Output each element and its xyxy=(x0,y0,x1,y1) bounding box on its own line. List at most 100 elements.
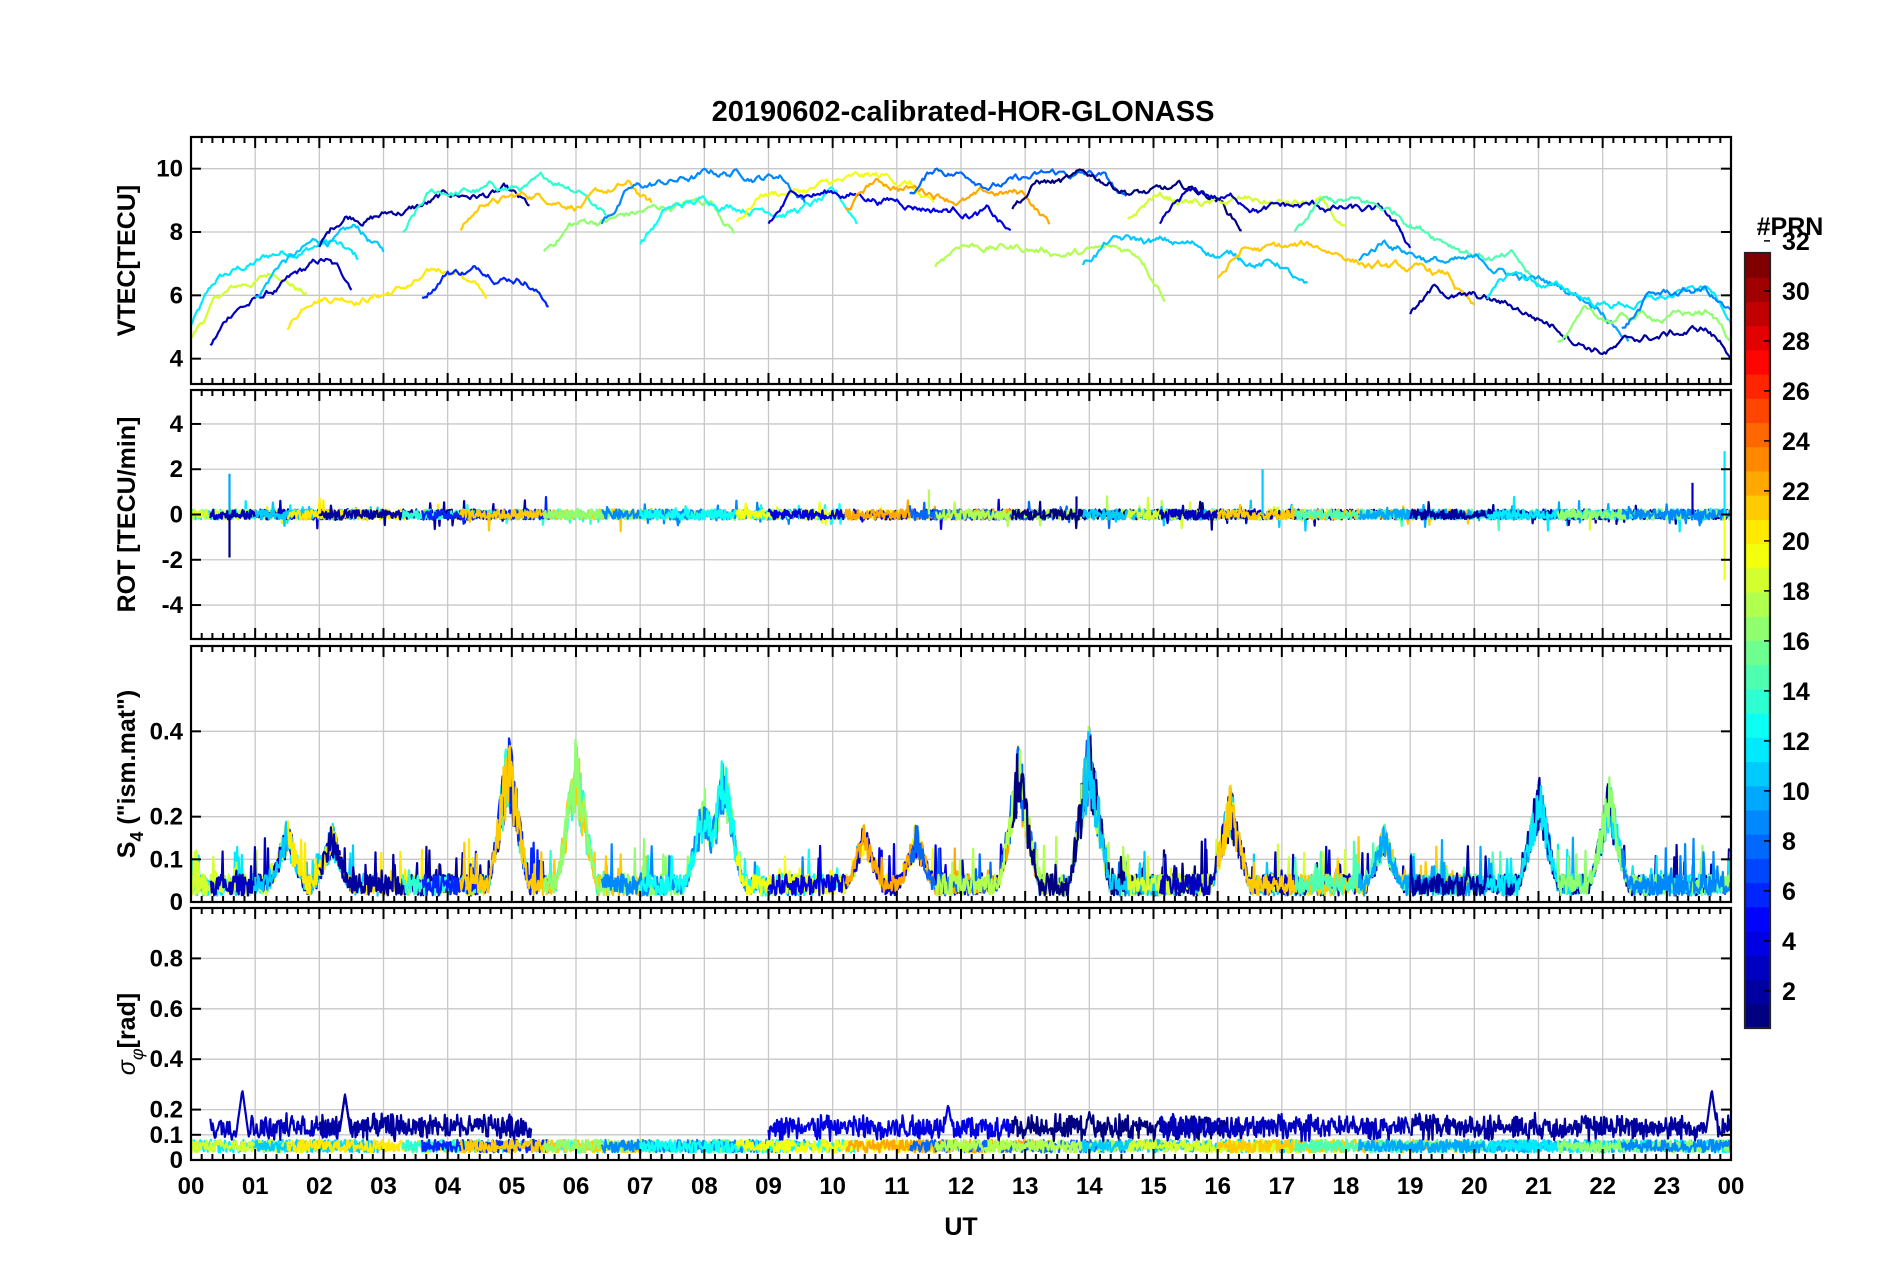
x-tick-label: 07 xyxy=(627,1173,654,1200)
panel-rot-ytick-label: -2 xyxy=(162,547,183,574)
series-line-prn-1 xyxy=(1011,168,1242,232)
colorbar-segment xyxy=(1745,834,1770,859)
colorbar-tick-label: 26 xyxy=(1782,378,1810,406)
colorbar-tick-label: 22 xyxy=(1782,478,1810,506)
colorbar-tick-label: 14 xyxy=(1782,678,1810,706)
x-tick-label: 00 xyxy=(1718,1173,1745,1200)
x-tick-label: 01 xyxy=(242,1173,269,1200)
colorbar-segment xyxy=(1745,398,1770,424)
colorbar-segment xyxy=(1745,422,1770,448)
x-tick-label: 06 xyxy=(563,1173,590,1200)
panel-sigma: 00.10.2 0.4 0.6 0.8σφ[rad] xyxy=(113,906,1733,1174)
series-line-prn-9 xyxy=(1620,837,1731,897)
panel-vtec-series xyxy=(191,167,1731,361)
colorbar-segment xyxy=(1745,277,1770,302)
colorbar-tick-label: 10 xyxy=(1782,778,1810,806)
panel-vtec-ylabel: VTEC[TECU] xyxy=(113,185,141,336)
panel-sigma-ytick-label: 0.1 xyxy=(150,1122,183,1149)
series-line-prn-3 xyxy=(209,257,353,347)
colorbar-segment xyxy=(1745,906,1770,932)
x-axis-label: UT xyxy=(944,1213,977,1241)
series-line-prn-3 xyxy=(1158,186,1412,249)
colorbar-segment xyxy=(1745,931,1770,956)
colorbar-tick-label: 2 xyxy=(1782,978,1796,1006)
x-tick-label: 19 xyxy=(1397,1173,1424,1200)
x-tick-label: 14 xyxy=(1076,1173,1103,1200)
x-tick-label: 12 xyxy=(948,1173,975,1200)
panel-s4-series xyxy=(191,725,1731,897)
colorbar-segment xyxy=(1745,325,1770,351)
colorbar-tick-label: 16 xyxy=(1782,628,1810,656)
x-tick-label: 15 xyxy=(1140,1173,1167,1200)
x-tick-label: 17 xyxy=(1268,1173,1295,1200)
series-line-prn-2 xyxy=(318,1095,533,1143)
colorbar-segment xyxy=(1745,882,1770,908)
colorbar-segment xyxy=(1745,495,1770,520)
panel-s4-ylabel: S4 ("ism.mat") xyxy=(113,690,147,859)
colorbar-segment xyxy=(1745,616,1770,641)
colorbar-tick-label: 8 xyxy=(1782,828,1796,856)
panel-s4-ytick-label: 0.4 xyxy=(150,718,184,745)
colorbar-tick-label: 32 xyxy=(1782,228,1810,256)
colorbar-segment xyxy=(1745,664,1770,690)
x-tick-label: 04 xyxy=(434,1173,461,1200)
series-line-prn-15 xyxy=(1293,195,1540,288)
panel-rot-ytick-label: 0 xyxy=(170,502,183,529)
colorbar-tick-label: 28 xyxy=(1782,328,1810,356)
colorbar-segment xyxy=(1745,470,1770,496)
series-line-prn-2 xyxy=(1409,283,1731,361)
series-line-prn-9 xyxy=(1621,285,1731,330)
series-line-prn-13 xyxy=(639,186,858,245)
series-line-prn-11 xyxy=(254,223,385,299)
colorbar-tick-label: 4 xyxy=(1782,928,1796,956)
x-tick-label: 08 xyxy=(691,1173,718,1200)
panel-sigma-ytick-label: 0.4 xyxy=(150,1046,184,1073)
colorbar-segment xyxy=(1745,301,1770,327)
panel-vtec: 4 6 8 10 VTEC[TECU] xyxy=(113,135,1733,386)
colorbar-segment xyxy=(1745,979,1770,1005)
panel-sigma-ytick-label: 0 xyxy=(170,1147,183,1174)
x-tick-label: 20 xyxy=(1461,1173,1488,1200)
colorbar-tick-label: 30 xyxy=(1782,278,1810,306)
panel-rot-ytick-label: 2 xyxy=(170,456,183,483)
panel-rot-ytick-label: 4 xyxy=(170,411,184,438)
colorbar-segment xyxy=(1745,519,1770,545)
series-line-prn-10 xyxy=(1358,239,1630,342)
chart-title: 20190602-calibrated-HOR-GLONASS xyxy=(712,96,1215,128)
series-line-prn-20 xyxy=(735,171,935,223)
colorbar-tick-label: 18 xyxy=(1782,578,1810,606)
colorbar-tick-label: 6 xyxy=(1782,878,1796,906)
series-line-prn-8 xyxy=(909,167,1128,197)
series-line-prn-3 xyxy=(1158,1112,1411,1144)
series-line-prn-6 xyxy=(421,265,549,308)
series-line-prn-12 xyxy=(1486,270,1731,325)
colorbar-segment xyxy=(1745,374,1770,399)
x-tick-label: 18 xyxy=(1333,1173,1360,1200)
panel-rot-ytick-label: -4 xyxy=(162,592,184,619)
series-line-prn-14 xyxy=(402,171,608,234)
panel-s4: 0 0.1 0.2 0.4S4 ("ism.mat") xyxy=(113,644,1733,916)
colorbar-segment xyxy=(1745,785,1770,811)
panel-vtec-ytick-label: 8 xyxy=(170,219,183,246)
x-tick-label: 22 xyxy=(1589,1173,1616,1200)
x-tick-label: 11 xyxy=(884,1173,909,1200)
panel-rot-ylabel: ROT [TECU/min] xyxy=(113,417,141,613)
colorbar-segment xyxy=(1745,349,1770,375)
colorbar-segment xyxy=(1745,446,1770,472)
x-tick-label: 21 xyxy=(1525,1173,1552,1200)
colorbar-segment xyxy=(1745,688,1770,714)
series-line-prn-22 xyxy=(1216,239,1476,306)
x-tick-label: 13 xyxy=(1012,1173,1039,1200)
colorbar-segment xyxy=(1745,1003,1770,1029)
panel-s4-ytick-label: 0.2 xyxy=(150,804,183,831)
series-line-prn-23 xyxy=(845,177,1051,225)
series-line-prn-17 xyxy=(1557,304,1731,344)
panel-rot: -4 -2 0 2 4 ROT [TECU/min] xyxy=(113,388,1733,641)
x-tick-label: 03 xyxy=(370,1173,397,1200)
colorbar-tick-label: 24 xyxy=(1782,428,1810,456)
x-tick-label: 02 xyxy=(306,1173,333,1200)
colorbar-label: #PRN xyxy=(1757,213,1824,241)
x-tick-label: 05 xyxy=(498,1173,525,1200)
series-line-prn-9 xyxy=(1620,1138,1731,1154)
